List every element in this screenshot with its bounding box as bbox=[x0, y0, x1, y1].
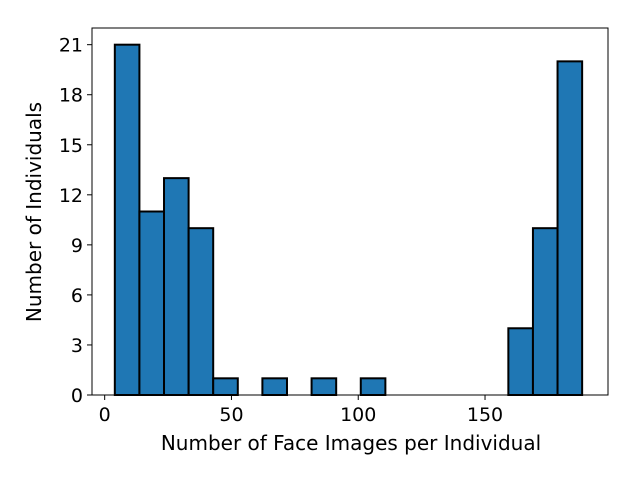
plot-frame bbox=[91, 27, 609, 396]
histogram-bar-6 bbox=[261, 377, 288, 396]
y-axis-label: Number of Individuals bbox=[22, 102, 46, 322]
y-tick-label: 9 bbox=[71, 235, 83, 257]
y-axis-ticks: 0 3 6 9 12 15 18 21 bbox=[59, 35, 92, 407]
histogram-bar-3 bbox=[187, 227, 215, 396]
histogram-bar-16 bbox=[507, 327, 534, 397]
histogram-bar-8 bbox=[310, 377, 338, 396]
y-tick-label: 18 bbox=[59, 85, 83, 107]
histogram-bar-10 bbox=[359, 377, 387, 396]
y-tick-label: 6 bbox=[71, 285, 83, 307]
axes bbox=[91, 27, 609, 396]
x-tick-label: 100 bbox=[340, 404, 376, 426]
histogram-bar-4 bbox=[212, 377, 239, 396]
histogram-bar-18 bbox=[556, 60, 584, 396]
x-tick-label: 0 bbox=[99, 404, 111, 426]
histogram-bars bbox=[113, 43, 584, 397]
y-tick-label: 12 bbox=[59, 185, 83, 207]
histogram-bar-17 bbox=[531, 227, 559, 396]
histogram-bar-1 bbox=[138, 210, 166, 396]
y-tick-label: 15 bbox=[59, 135, 83, 157]
y-tick-label: 0 bbox=[71, 385, 83, 407]
y-tick-label: 21 bbox=[59, 35, 83, 57]
x-axis-label: Number of Face Images per Individual bbox=[161, 431, 541, 455]
y-tick-label: 3 bbox=[71, 335, 83, 357]
histogram-bar-2 bbox=[163, 177, 190, 396]
x-tick-label: 50 bbox=[219, 404, 243, 426]
x-axis-ticks: 0 50 100 150 bbox=[99, 395, 503, 426]
x-tick-label: 150 bbox=[467, 404, 503, 426]
histogram-bar-0 bbox=[113, 43, 141, 396]
